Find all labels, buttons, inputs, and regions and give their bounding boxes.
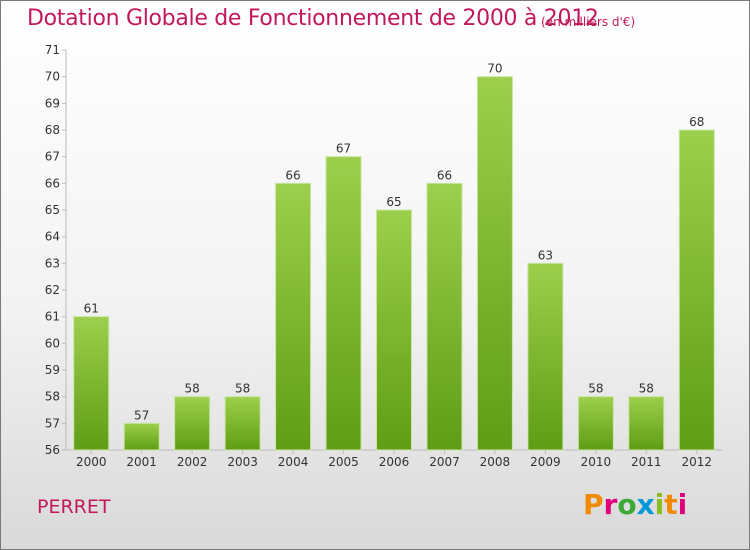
x-tick-label: 2005	[328, 455, 359, 469]
chart-title: Dotation Globale de Fonctionnement de 20…	[27, 6, 599, 31]
logo-letter: x	[636, 488, 655, 521]
bar	[678, 129, 715, 451]
logo-letter: t	[664, 488, 678, 521]
x-tick-label: 2000	[76, 455, 107, 469]
logo-letter: i	[654, 488, 665, 521]
bar	[376, 209, 412, 451]
bar-value-label: 65	[386, 195, 401, 209]
bar	[577, 396, 614, 451]
bar	[426, 182, 463, 451]
y-tick-label: 57	[45, 416, 60, 430]
bar	[275, 182, 312, 451]
y-tick-label: 69	[45, 96, 60, 110]
bar	[527, 262, 564, 451]
bar-value-label: 63	[538, 248, 553, 262]
bar-value-label: 58	[185, 382, 200, 396]
x-tick-label: 2004	[278, 455, 309, 469]
bar-value-label: 58	[588, 382, 603, 396]
bar-value-label: 67	[336, 142, 351, 156]
commune-name: PERRET	[37, 496, 111, 518]
bar-value-label: 58	[235, 382, 250, 396]
bar	[628, 396, 665, 451]
x-tick-label: 2010	[581, 455, 612, 469]
y-tick-label: 56	[45, 443, 60, 457]
x-tick-label: 2011	[631, 455, 662, 469]
x-tick-label: 2012	[681, 455, 712, 469]
bar-value-label: 66	[437, 168, 452, 182]
proxiti-logo: Proxiti	[583, 488, 687, 521]
x-tick-label: 2008	[480, 455, 511, 469]
x-tick-label: 2009	[530, 455, 561, 469]
bar-value-label: 66	[285, 168, 300, 182]
y-tick-label: 70	[45, 70, 60, 84]
x-tick-label: 2006	[379, 455, 410, 469]
bars	[73, 76, 715, 451]
bar-value-label: 61	[84, 302, 99, 316]
x-tick-label: 2003	[227, 455, 258, 469]
bar	[476, 76, 513, 451]
bar-value-label: 70	[487, 62, 502, 76]
y-tick-label: 62	[45, 283, 60, 297]
y-tick-label: 71	[45, 43, 60, 57]
bar	[73, 316, 110, 451]
x-tick-label: 2002	[177, 455, 208, 469]
y-tick-label: 61	[45, 310, 60, 324]
labels: 61 2000 57 2001 58 2002 58 2003 66 2004 67 2005 65 20…	[76, 62, 712, 469]
y-tick-label: 59	[45, 363, 60, 377]
y-tick-label: 66	[45, 176, 60, 190]
x-tick-label: 2007	[429, 455, 460, 469]
y-tick-label: 67	[45, 150, 60, 164]
y-tick-label: 63	[45, 256, 60, 270]
logo-letter: o	[617, 488, 637, 521]
y-tick-label: 64	[45, 230, 60, 244]
y-tick-label: 58	[45, 390, 60, 404]
bar	[123, 422, 160, 451]
bar	[325, 156, 362, 451]
bar-value-label: 57	[134, 408, 149, 422]
y-tick-label: 68	[45, 123, 60, 137]
bar	[174, 396, 211, 451]
logo-letter: i	[677, 488, 688, 521]
y-tick-label: 60	[45, 336, 60, 350]
x-tick-label: 2001	[126, 455, 157, 469]
logo-letter: P	[583, 488, 604, 521]
bar-value-label: 68	[689, 115, 704, 129]
bar-value-label: 58	[639, 382, 654, 396]
bar	[224, 396, 261, 451]
unit-note: (en milliers d'€)	[541, 15, 636, 29]
logo-letter: r	[603, 488, 618, 521]
y-tick-label: 65	[45, 203, 60, 217]
